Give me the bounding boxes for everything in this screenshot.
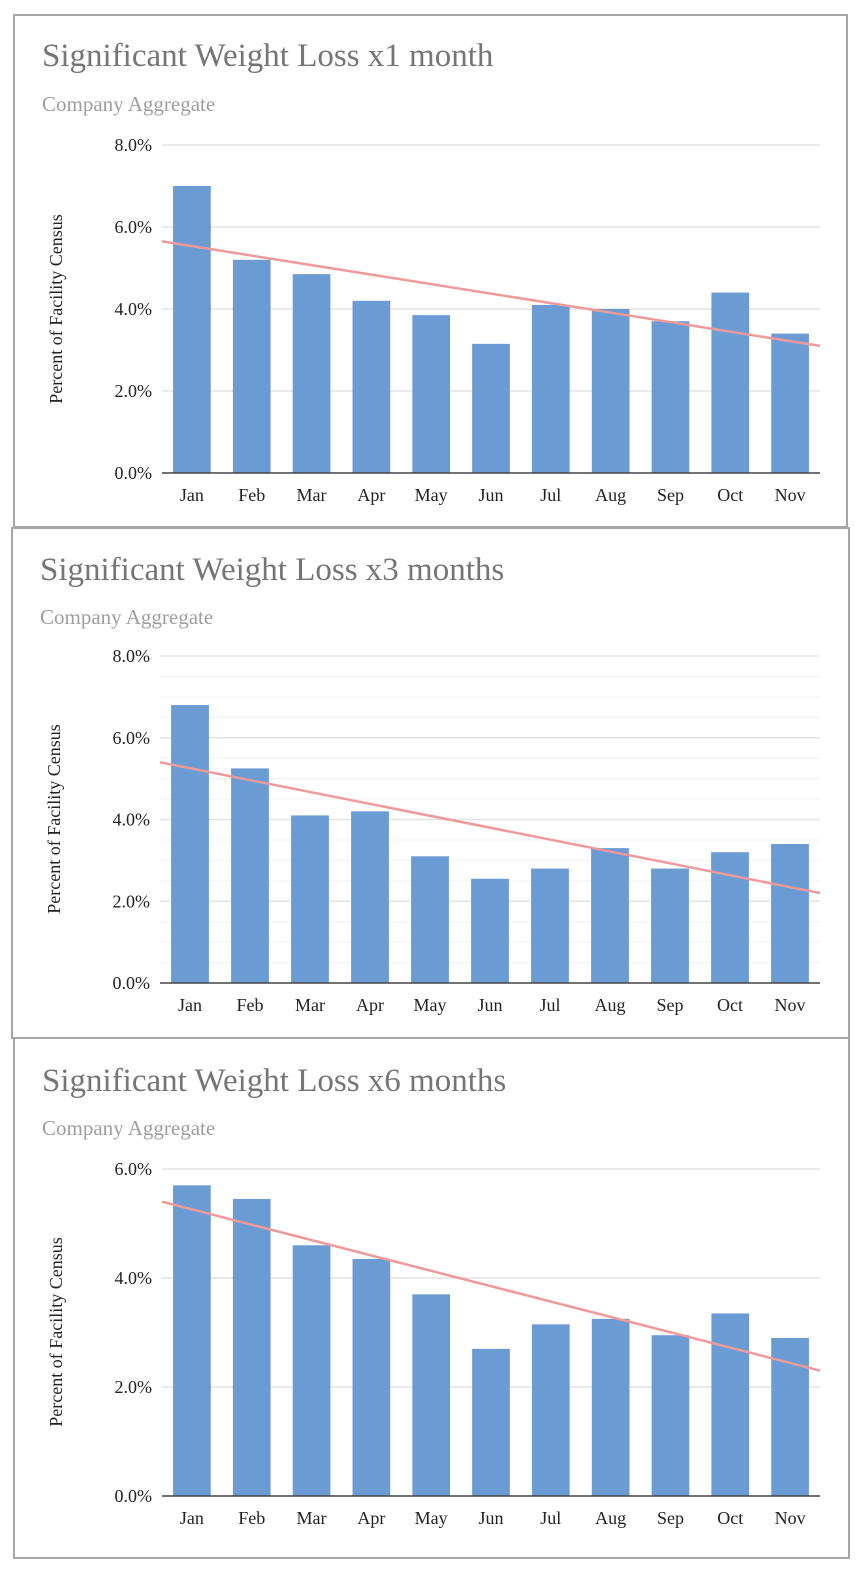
trendline — [159, 761, 821, 895]
bar-apr — [351, 811, 389, 983]
x-tick-label: Feb — [238, 485, 265, 505]
x-tick-label: May — [414, 995, 447, 1015]
y-tick-label: 2.0% — [115, 381, 153, 401]
x-tick-label: Sep — [657, 1508, 684, 1528]
chart-subtitle: Company Aggregate — [42, 1116, 216, 1140]
y-axis-label: Percent of Facility Census — [46, 1237, 66, 1426]
x-tick-label: Mar — [297, 1508, 327, 1528]
bar-apr — [352, 1258, 391, 1496]
x-tick-label: May — [415, 1508, 448, 1528]
x-tick-label: Oct — [717, 485, 743, 505]
bar-oct — [711, 292, 750, 473]
bar-may — [412, 315, 451, 473]
bar-nov — [771, 1337, 809, 1496]
bar-mar — [291, 815, 329, 983]
y-axis-label: Percent of Facility Census — [46, 214, 66, 403]
bar-may — [411, 856, 449, 983]
y-tick-label: 6.0% — [113, 728, 151, 748]
x-tick-label: Apr — [356, 995, 384, 1015]
y-tick-label: 0.0% — [113, 973, 151, 993]
x-tick-label: Jun — [477, 995, 502, 1015]
x-tick-label: Sep — [657, 995, 684, 1015]
x-tick-label: Aug — [595, 1508, 626, 1528]
bar-aug — [591, 848, 629, 983]
chart-subtitle: Company Aggregate — [40, 605, 214, 629]
bar-feb — [232, 1198, 271, 1496]
plot-area: 0.0% 2.0% 4.0% 6.0% 8.0% Jan Feb Mar Apr May Jun Ju… — [44, 646, 821, 1015]
bar-aug — [591, 1318, 630, 1496]
x-tick-label: Sep — [657, 485, 684, 505]
bar-jun — [472, 1348, 510, 1496]
bar-oct — [711, 1313, 750, 1496]
trendline — [161, 1200, 821, 1372]
chart-panel-6-months: Significant Weight Loss x6 months Compan… — [13, 1037, 850, 1559]
bar-jan — [171, 705, 209, 983]
bar-aug — [591, 309, 630, 473]
y-tick-label: 2.0% — [113, 891, 151, 911]
bar-jan — [173, 1185, 211, 1496]
y-tick-label: 4.0% — [115, 1268, 153, 1288]
x-tick-label: Feb — [237, 995, 264, 1015]
bar-jul — [531, 868, 569, 983]
plot-area: 0.0% 2.0% 4.0% 6.0% Jan Feb Mar Apr May Jun Jul Aug… — [46, 1159, 821, 1528]
bar-mar — [292, 274, 331, 473]
y-tick-label: 2.0% — [115, 1377, 153, 1397]
bar-sep — [651, 1335, 690, 1496]
y-tick-label: 8.0% — [113, 646, 151, 666]
x-tick-label: Jul — [540, 485, 561, 505]
bar-nov — [771, 333, 809, 473]
y-tick-label: 0.0% — [115, 1486, 153, 1506]
y-tick-label: 6.0% — [115, 217, 153, 237]
trendline — [161, 240, 821, 348]
bar-sep — [651, 868, 689, 983]
bar-jun — [471, 878, 509, 983]
x-tick-label: Oct — [717, 1508, 743, 1528]
y-tick-label: 4.0% — [115, 299, 153, 319]
x-tick-label: Nov — [775, 485, 806, 505]
chart-subtitle: Company Aggregate — [42, 92, 216, 116]
bar-jun — [472, 343, 510, 473]
chart-title: Significant Weight Loss x6 months — [42, 1063, 507, 1099]
bar-nov — [771, 844, 809, 983]
y-tick-label: 8.0% — [115, 135, 153, 155]
x-tick-label: Mar — [297, 485, 327, 505]
bar-may — [412, 1294, 451, 1496]
x-tick-label: Aug — [595, 485, 626, 505]
y-tick-label: 6.0% — [115, 1159, 153, 1179]
plot-area: 0.0% 2.0% 4.0% 6.0% 8.0% Jan Feb Mar Apr May Jun Ju… — [46, 135, 821, 505]
x-tick-label: Nov — [775, 995, 806, 1015]
y-axis-label: Percent of Facility Census — [44, 724, 64, 913]
bar-feb — [232, 259, 271, 473]
x-tick-label: Aug — [595, 995, 626, 1015]
x-tick-label: Jun — [478, 1508, 503, 1528]
x-tick-label: Nov — [775, 1508, 806, 1528]
bar-mar — [292, 1245, 331, 1496]
x-tick-label: Jan — [180, 485, 204, 505]
x-tick-label: Feb — [238, 1508, 265, 1528]
x-tick-label: Jun — [478, 485, 503, 505]
x-tick-label: May — [415, 485, 448, 505]
x-tick-label: Jul — [540, 1508, 561, 1528]
chart-title: Significant Weight Loss x1 month — [42, 38, 494, 74]
bar-feb — [231, 768, 269, 983]
bar-jan — [173, 186, 211, 473]
x-tick-label: Apr — [357, 1508, 385, 1528]
bar-sep — [651, 321, 690, 473]
x-tick-label: Jan — [180, 1508, 204, 1528]
x-tick-label: Jan — [178, 995, 202, 1015]
x-tick-label: Oct — [717, 995, 743, 1015]
bar-apr — [352, 300, 391, 473]
chart-panel-3-months: Significant Weight Loss x3 months Compan… — [11, 527, 850, 1039]
y-tick-label: 0.0% — [115, 463, 153, 483]
bar-jul — [531, 1324, 570, 1496]
chart-title: Significant Weight Loss x3 months — [40, 552, 505, 588]
chart-panel-1-month: Significant Weight Loss x1 month Company… — [13, 14, 848, 528]
bar-jul — [531, 304, 570, 473]
y-tick-label: 4.0% — [113, 810, 151, 830]
x-tick-label: Apr — [357, 485, 385, 505]
x-tick-label: Mar — [295, 995, 325, 1015]
x-tick-label: Jul — [539, 995, 560, 1015]
